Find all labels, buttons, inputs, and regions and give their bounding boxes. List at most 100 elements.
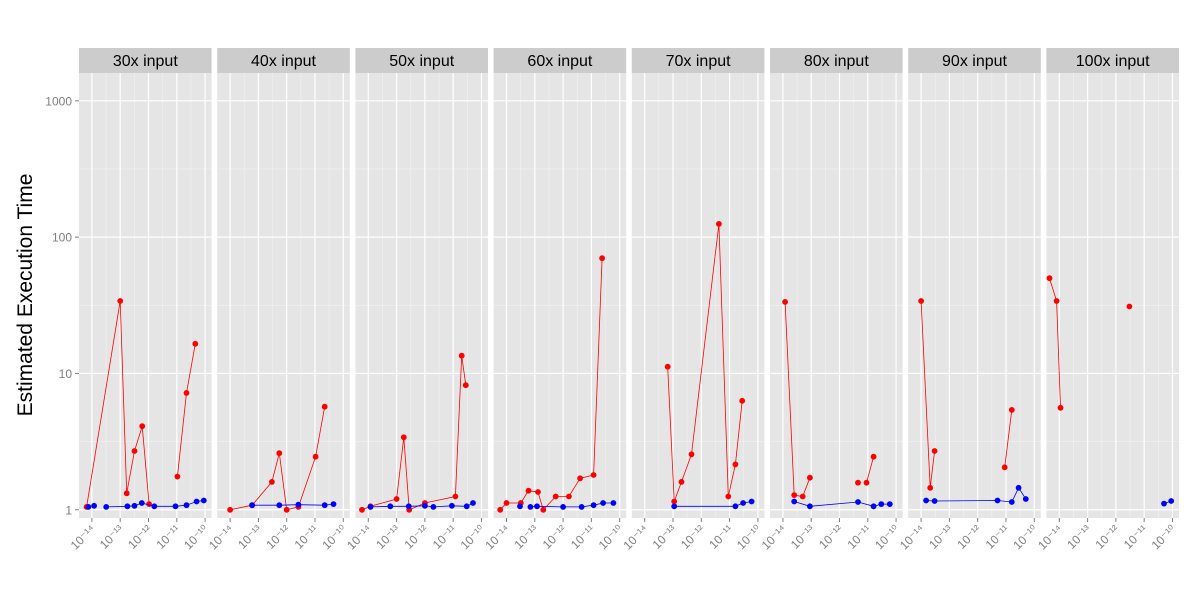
red-data-point (359, 506, 365, 513)
blue-data-point (870, 503, 877, 510)
red-data-point (807, 474, 813, 481)
y-axis: 1 10 100 1000 (45, 94, 79, 517)
x-tick-label: 10⁻¹¹ (983, 522, 1012, 551)
red-data-point (503, 500, 510, 506)
red-data-point (497, 506, 504, 513)
red-data-point (678, 479, 685, 485)
y-axis-title: Estimated Execution Time (14, 174, 37, 417)
x-tick-label: 10⁻¹⁴ (344, 522, 374, 552)
blue-data-point (138, 500, 145, 506)
red-data-point (400, 434, 407, 441)
red-series-line (1004, 409, 1013, 468)
red-data-point (312, 453, 319, 460)
facet-strip (79, 48, 212, 73)
x-tick-label: 10⁻¹⁴ (759, 522, 789, 552)
x-tick-label: 10⁻¹⁰ (181, 522, 211, 552)
x-tick-label: 10⁻¹⁰ (872, 522, 902, 552)
x-tick-label: 10⁻¹⁰ (1010, 522, 1040, 552)
blue-data-point (330, 501, 337, 507)
red-data-point (458, 352, 465, 359)
facet-strip-label: 70x input (666, 53, 731, 70)
x-tick-label: 10⁻¹⁴ (1035, 522, 1065, 552)
blue-data-point (740, 500, 746, 506)
x-tick-label: 10⁻¹⁰ (319, 522, 349, 552)
blue-data-point (91, 502, 97, 509)
x-tick-label: 10⁻¹⁴ (206, 522, 236, 552)
red-data-point (1053, 298, 1060, 304)
x-tick-label: 10⁻¹³ (97, 522, 126, 551)
panel-background (217, 73, 350, 518)
panel-background (1046, 73, 1179, 518)
red-data-point (1057, 404, 1064, 411)
x-tick-label: 10⁻¹³ (1064, 522, 1093, 551)
blue-data-point (405, 503, 412, 510)
x-tick-label: 10⁻¹³ (788, 522, 817, 551)
x-tick-label: 10⁻¹² (540, 522, 569, 551)
red-series-line (866, 456, 874, 483)
red-data-point (590, 472, 597, 478)
blue-data-point (671, 503, 678, 510)
panel-background (631, 73, 765, 518)
y-tick-label: 1 (65, 503, 72, 517)
x-tick-label: 10⁻¹⁰ (1149, 522, 1179, 552)
red-data-point (688, 451, 695, 458)
x-tick-label: 10⁻¹² (1093, 522, 1122, 551)
red-series-line (230, 406, 326, 511)
red-data-point (716, 221, 722, 227)
red-data-point (566, 493, 572, 500)
blue-data-point (886, 501, 893, 507)
facet-strip (355, 48, 488, 73)
x-tick-label: 10⁻¹³ (373, 522, 402, 551)
red-data-point (739, 397, 746, 404)
facet-strip (1046, 48, 1179, 73)
x-tick-label: 10⁻¹⁰ (596, 522, 626, 552)
blue-data-point (387, 503, 394, 510)
red-data-point (664, 363, 671, 370)
red-data-point (782, 299, 788, 305)
x-tick-label: 10⁻¹⁰ (734, 522, 764, 552)
facet-strip (770, 48, 903, 73)
facet-strip-label: 50x input (389, 53, 454, 70)
blue-data-point (732, 503, 739, 510)
facet-strip-label: 60x input (527, 53, 592, 70)
blue-data-point (600, 500, 606, 506)
facet-strip-label: 80x input (804, 53, 869, 70)
panel-background (908, 73, 1041, 518)
panel-background (493, 73, 627, 518)
facet-strip-label: 40x input (251, 53, 316, 70)
x-tick-label: 10⁻¹² (954, 522, 983, 551)
blue-data-point (590, 502, 597, 509)
x-tick-label: 10⁻¹¹ (706, 522, 735, 551)
red-data-point (462, 382, 469, 389)
red-data-point (321, 403, 328, 410)
red-data-point (791, 492, 798, 498)
blue-data-point (1022, 496, 1029, 502)
y-tick-label: 10 (59, 367, 73, 381)
blue-data-point (1168, 498, 1175, 504)
red-series-line (784, 301, 811, 497)
blue-data-point (748, 498, 755, 505)
blue-data-point (534, 503, 540, 510)
x-tick-label: 10⁻¹⁴ (621, 522, 651, 552)
blue-data-point (131, 502, 138, 509)
x-tick-label: 10⁻¹¹ (292, 522, 321, 551)
blue-data-point (807, 503, 813, 510)
blue-data-point (855, 499, 861, 505)
red-data-point (577, 475, 583, 482)
blue-data-point (193, 498, 200, 505)
blue-data-point (994, 497, 1001, 504)
red-series-line (86, 300, 150, 507)
y-tick-label: 100 (52, 231, 72, 245)
red-data-point (123, 490, 130, 497)
blue-data-point (367, 504, 374, 510)
blue-data-point (295, 501, 302, 508)
red-data-point (1001, 464, 1008, 471)
red-data-point (799, 493, 806, 500)
blue-data-point (463, 503, 470, 510)
x-tick-label: 10⁻¹² (402, 522, 431, 551)
x-tick-label: 10⁻¹⁴ (68, 522, 98, 552)
